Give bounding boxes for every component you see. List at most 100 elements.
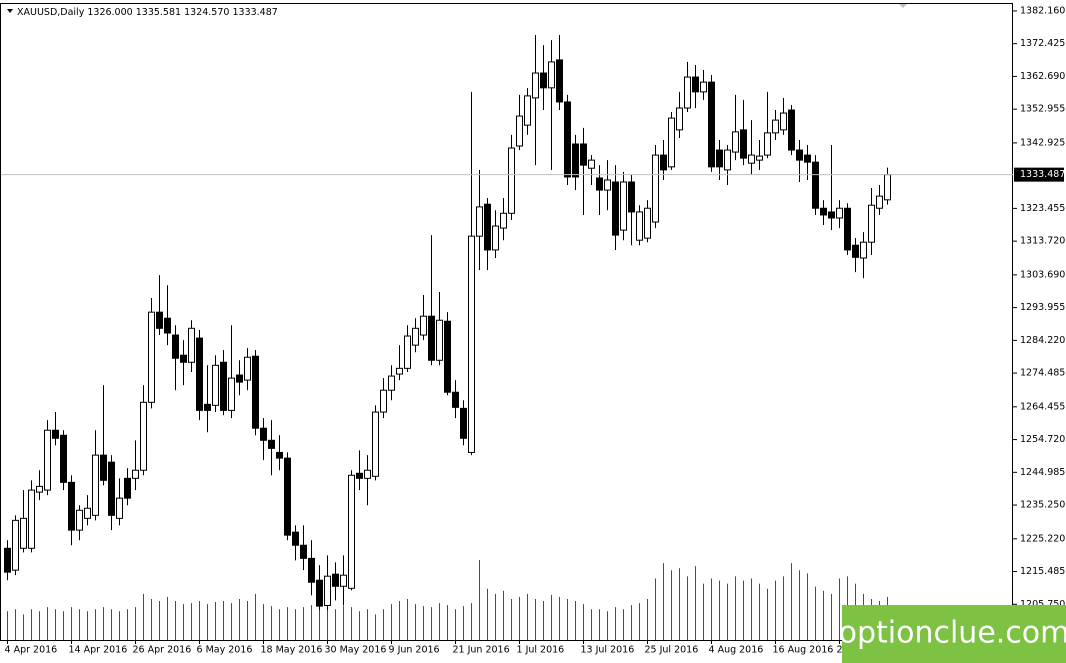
candle-body <box>364 469 371 479</box>
candle-body <box>332 573 339 587</box>
high-label: 1335.581 <box>136 7 181 18</box>
candle-body <box>20 517 27 549</box>
candle-body <box>452 391 459 408</box>
x-tick-label: 26 Apr 2016 <box>133 645 192 656</box>
candle-body <box>620 181 627 231</box>
candle-body <box>140 401 147 471</box>
candle-body <box>484 203 491 251</box>
candle-body <box>508 147 515 214</box>
menu-arrow <box>7 9 13 13</box>
candle-body <box>52 429 59 439</box>
candle-body <box>76 509 83 531</box>
candle-body <box>740 129 747 159</box>
candle-body <box>772 119 779 134</box>
candle-body <box>444 320 451 393</box>
y-tick-label: 1244.985 <box>1020 467 1065 478</box>
candle-body <box>4 547 11 573</box>
candle-body <box>612 181 619 236</box>
x-tick-label: 1 Jul 2016 <box>517 645 565 656</box>
y-tick-label: 1313.720 <box>1020 236 1065 247</box>
candle-body <box>516 115 523 147</box>
candle-body <box>100 454 107 481</box>
candle-body <box>692 76 699 93</box>
open-label: 1326.000 <box>87 7 132 18</box>
candle-body <box>188 327 195 363</box>
candle-body <box>412 327 419 346</box>
x-tick-label: 30 May 2016 <box>325 645 387 656</box>
candle-body <box>780 112 787 131</box>
close-label: 1333.487 <box>232 7 277 18</box>
candle-body <box>388 375 395 391</box>
candle-body <box>460 407 467 439</box>
candle-body <box>12 519 19 571</box>
candle-body <box>532 72 539 99</box>
candle-body <box>524 95 531 126</box>
candle-body <box>852 244 859 258</box>
candle-body <box>116 497 123 519</box>
candle-body <box>396 367 403 375</box>
x-tick-label: 18 May 2016 <box>261 645 323 656</box>
last-price-label: 1333.487 <box>1020 169 1065 180</box>
candle-body <box>596 177 603 191</box>
x-tick-label: 4 Aug 2016 <box>709 645 764 656</box>
candle-body <box>220 361 227 411</box>
y-tick-label: 1352.955 <box>1020 104 1065 115</box>
candle-body <box>356 472 363 479</box>
candle-body <box>228 377 235 411</box>
x-tick-label: 4 Apr 2016 <box>5 645 58 656</box>
candle-body <box>36 485 43 493</box>
chart-header: XAUUSD,Daily 1326.000 1335.581 1324.570 … <box>17 7 278 18</box>
x-tick-label: 6 May 2016 <box>197 645 253 656</box>
candle-body <box>308 557 315 583</box>
shift-marker <box>899 4 907 8</box>
candle-body <box>292 531 299 546</box>
candle-body <box>580 143 587 166</box>
y-tick-label: 1215.485 <box>1020 566 1065 577</box>
candle-body <box>68 481 75 531</box>
candle-body <box>316 579 323 607</box>
candle-body <box>716 149 723 168</box>
y-tick-label: 1205.750 <box>1020 599 1065 610</box>
candle-body <box>868 204 875 243</box>
candle-body <box>724 149 731 171</box>
candle-body <box>884 174 891 201</box>
candle-body <box>804 154 811 163</box>
candle-body <box>372 411 379 477</box>
candle-body <box>340 574 347 587</box>
y-tick-label: 1323.455 <box>1020 203 1065 214</box>
candle-body <box>644 207 651 239</box>
candle-body <box>476 206 483 237</box>
candle-body <box>124 477 131 499</box>
candle-body <box>92 454 99 516</box>
watermark-box <box>842 605 1066 663</box>
candle-body <box>44 429 51 491</box>
candle-body <box>668 117 675 168</box>
candle-body <box>380 389 387 413</box>
candle-body <box>676 107 683 131</box>
candle-body <box>652 154 659 223</box>
y-tick-label: 1342.925 <box>1020 137 1065 148</box>
candle-body <box>60 434 67 483</box>
y-tick-label: 1372.425 <box>1020 38 1065 49</box>
candle-body <box>436 319 443 361</box>
candle-body <box>284 457 291 536</box>
candle-body <box>796 149 803 161</box>
candle-body <box>756 155 763 161</box>
candle-body <box>788 109 795 151</box>
candle-body <box>748 154 755 164</box>
candle-body <box>180 354 187 363</box>
candle-body <box>196 337 203 411</box>
x-tick-label: 21 Jun 2016 <box>453 645 510 656</box>
candle-body <box>260 427 267 441</box>
candle-body <box>540 72 547 89</box>
candle-body <box>348 474 355 589</box>
candle-body <box>732 131 739 153</box>
candle-body <box>492 225 499 251</box>
candle-body <box>660 154 667 171</box>
candle-body <box>28 489 35 549</box>
candle-body <box>500 212 507 229</box>
y-tick-label: 1274.485 <box>1020 368 1065 379</box>
candle-body <box>628 181 635 213</box>
candle-body <box>764 132 771 156</box>
